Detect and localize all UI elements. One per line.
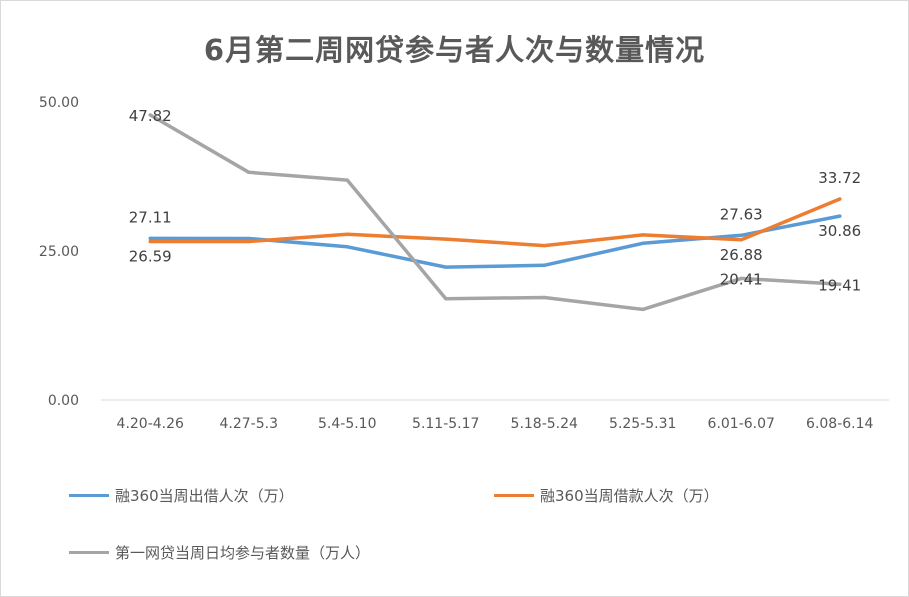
data-label: 30.86 <box>818 222 861 240</box>
chart-title: 6月第二周网贷参与者人次与数量情况 <box>203 33 706 67</box>
legend-label-participants: 第一网贷当周日均参与者数量（万人） <box>115 544 371 562</box>
x-tick-label: 6.08-6.14 <box>806 416 873 432</box>
data-label: 19.41 <box>818 276 861 294</box>
x-tick-label: 5.4-5.10 <box>318 416 377 432</box>
data-label: 26.59 <box>129 248 172 266</box>
data-point <box>641 307 645 312</box>
data-label: 20.41 <box>720 270 763 288</box>
data-label: 27.11 <box>129 208 172 226</box>
data-point <box>247 236 251 241</box>
x-tick-label: 4.27-5.3 <box>220 416 279 432</box>
y-tick-label: 50.00 <box>39 95 79 111</box>
data-point <box>542 244 546 248</box>
data-label: 33.72 <box>818 169 861 187</box>
x-tick-label: 5.11-5.17 <box>412 416 479 432</box>
data-point <box>838 282 842 286</box>
data-point <box>345 245 349 249</box>
series-line-2 <box>148 113 842 312</box>
legend-swatch-borrowing <box>494 494 534 497</box>
legend-swatch-participants <box>69 551 109 554</box>
data-point <box>542 263 546 267</box>
y-tick-label: 0.00 <box>48 393 79 409</box>
x-tick-label: 4.20-4.26 <box>117 416 184 432</box>
data-point <box>444 297 448 301</box>
legend-item-participants: 第一网贷当周日均参与者数量（万人） <box>69 542 370 563</box>
x-tick-label: 5.25-5.31 <box>609 416 676 432</box>
data-point <box>838 197 842 201</box>
legend-swatch-lending <box>69 494 109 497</box>
data-point <box>247 170 251 174</box>
legend-label-lending: 融360当周出借人次（万） <box>115 487 294 505</box>
data-point <box>345 232 349 236</box>
data-point <box>444 265 448 269</box>
data-point <box>739 233 743 237</box>
series-line-1 <box>148 197 842 248</box>
y-tick-label: 25.00 <box>39 244 79 260</box>
data-point <box>148 113 152 117</box>
data-point <box>345 178 349 182</box>
data-point <box>444 237 448 241</box>
x-tick-label: 6.01-6.07 <box>708 416 775 432</box>
data-label: 47.82 <box>129 107 172 125</box>
data-label: 26.88 <box>720 246 763 264</box>
data-point <box>148 239 152 244</box>
data-point <box>739 276 743 280</box>
data-point <box>542 295 546 300</box>
data-label: 27.63 <box>720 205 763 223</box>
data-point <box>838 214 842 218</box>
data-point <box>641 241 645 245</box>
legend-item-borrowing: 融360当周借款人次（万） <box>494 485 719 506</box>
data-point <box>148 236 152 241</box>
data-point <box>739 238 743 242</box>
data-point <box>247 239 251 244</box>
legend-label-borrowing: 融360当周借款人次（万） <box>540 487 719 505</box>
legend-item-lending: 融360当周出借人次（万） <box>69 485 294 506</box>
data-point <box>641 233 645 237</box>
x-tick-label: 5.18-5.24 <box>511 416 578 432</box>
